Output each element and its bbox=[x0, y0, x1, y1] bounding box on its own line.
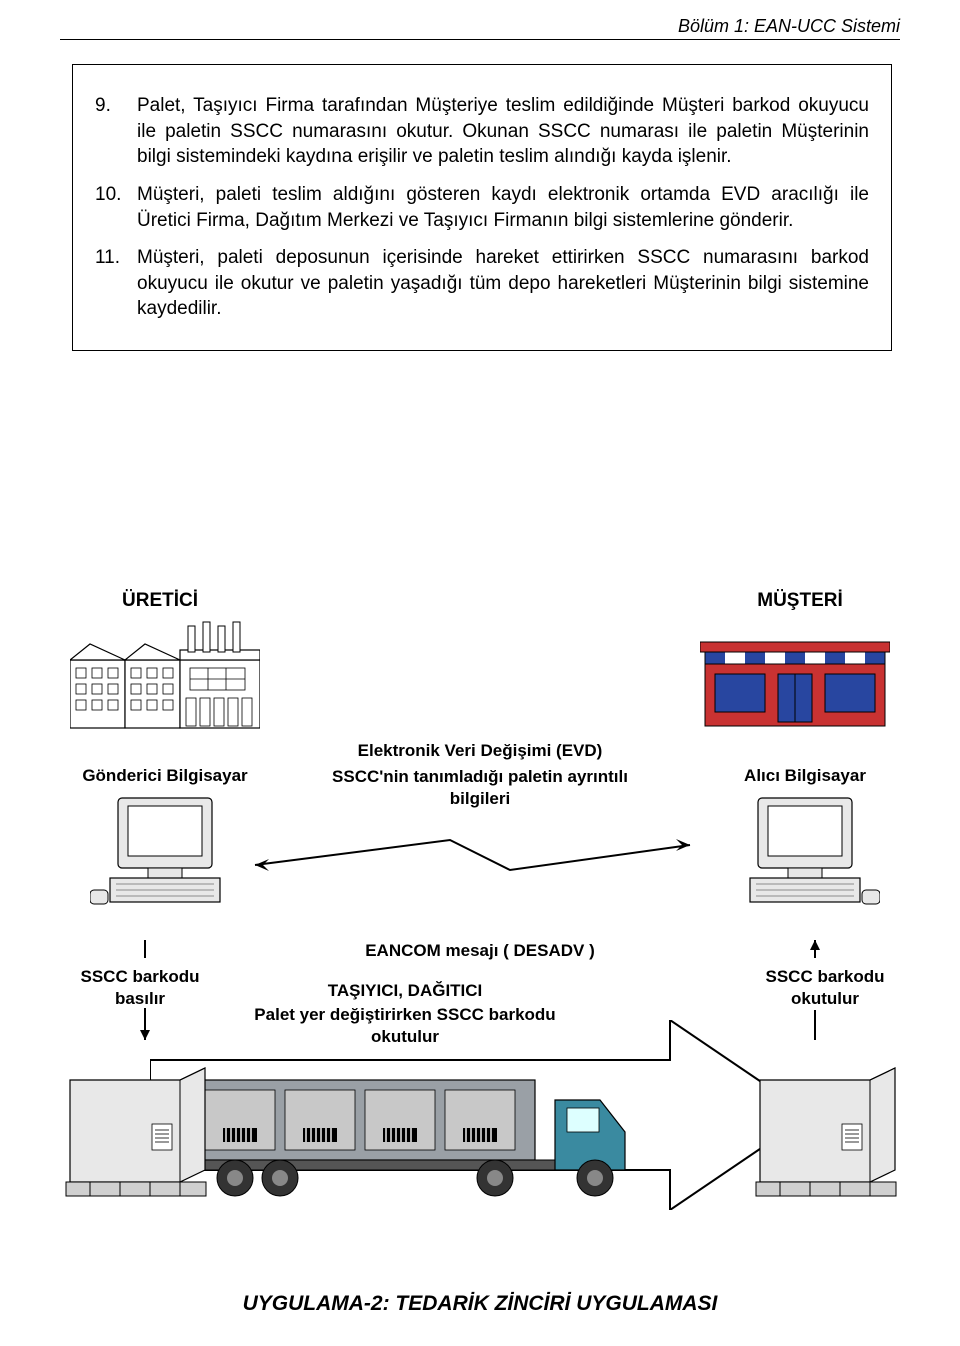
store-icon bbox=[700, 620, 890, 730]
section-header: Bölüm 1: EAN-UCC Sistemi bbox=[60, 16, 900, 40]
list-item: 10. Müşteri, paleti teslim aldığını göst… bbox=[95, 182, 869, 233]
pallet-icon bbox=[750, 1060, 900, 1210]
computer-icon bbox=[730, 790, 880, 920]
label-carrier-sub: Palet yer değiştirirken SSCC barkodu oku… bbox=[250, 1004, 560, 1048]
numbered-list-box: 9. Palet, Taşıyıcı Firma tarafından Müşt… bbox=[72, 64, 892, 351]
connector-line-icon bbox=[135, 940, 155, 1050]
list-text: Müşteri, paleti deposunun içerisinde har… bbox=[137, 245, 869, 322]
label-eancom: EANCOM mesajı ( DESADV ) bbox=[310, 940, 650, 962]
computer-icon bbox=[90, 790, 240, 920]
label-evd-sub: SSCC'nin tanımladığı paletin ayrıntılı b… bbox=[300, 766, 660, 810]
pallet-icon bbox=[60, 1060, 210, 1210]
label-sender-pc: Gönderici Bilgisayar bbox=[60, 765, 270, 787]
footer-title: UYGULAMA-2: TEDARİK ZİNCİRİ UYGULAMASI bbox=[0, 1292, 960, 1316]
list-text: Müşteri, paleti teslim aldığını gösteren… bbox=[137, 182, 869, 233]
list-number: 11. bbox=[95, 245, 127, 322]
supply-chain-diagram: ÜRETİCİ MÜŞTERİ bbox=[60, 590, 900, 1250]
label-carrier-title: TAŞIYICI, DAĞITICI bbox=[250, 980, 560, 1002]
label-receiver-pc: Alıcı Bilgisayar bbox=[710, 765, 900, 787]
label-customer: MÜŞTERİ bbox=[740, 590, 860, 612]
factory-icon bbox=[70, 620, 260, 730]
truck-icon bbox=[195, 1070, 635, 1200]
list-number: 9. bbox=[95, 93, 127, 170]
list-item: 11. Müşteri, paleti deposunun içerisinde… bbox=[95, 245, 869, 322]
zigzag-arrow-icon bbox=[250, 825, 710, 885]
list-text: Palet, Taşıyıcı Firma tarafından Müşteri… bbox=[137, 93, 869, 170]
label-evd-title: Elektronik Veri Değişimi (EVD) bbox=[300, 740, 660, 762]
label-sscc-read: SSCC barkodu okutulur bbox=[740, 966, 910, 1010]
connector-line-icon bbox=[805, 940, 825, 1050]
label-producer: ÜRETİCİ bbox=[100, 590, 220, 612]
list-number: 10. bbox=[95, 182, 127, 233]
list-item: 9. Palet, Taşıyıcı Firma tarafından Müşt… bbox=[95, 93, 869, 170]
